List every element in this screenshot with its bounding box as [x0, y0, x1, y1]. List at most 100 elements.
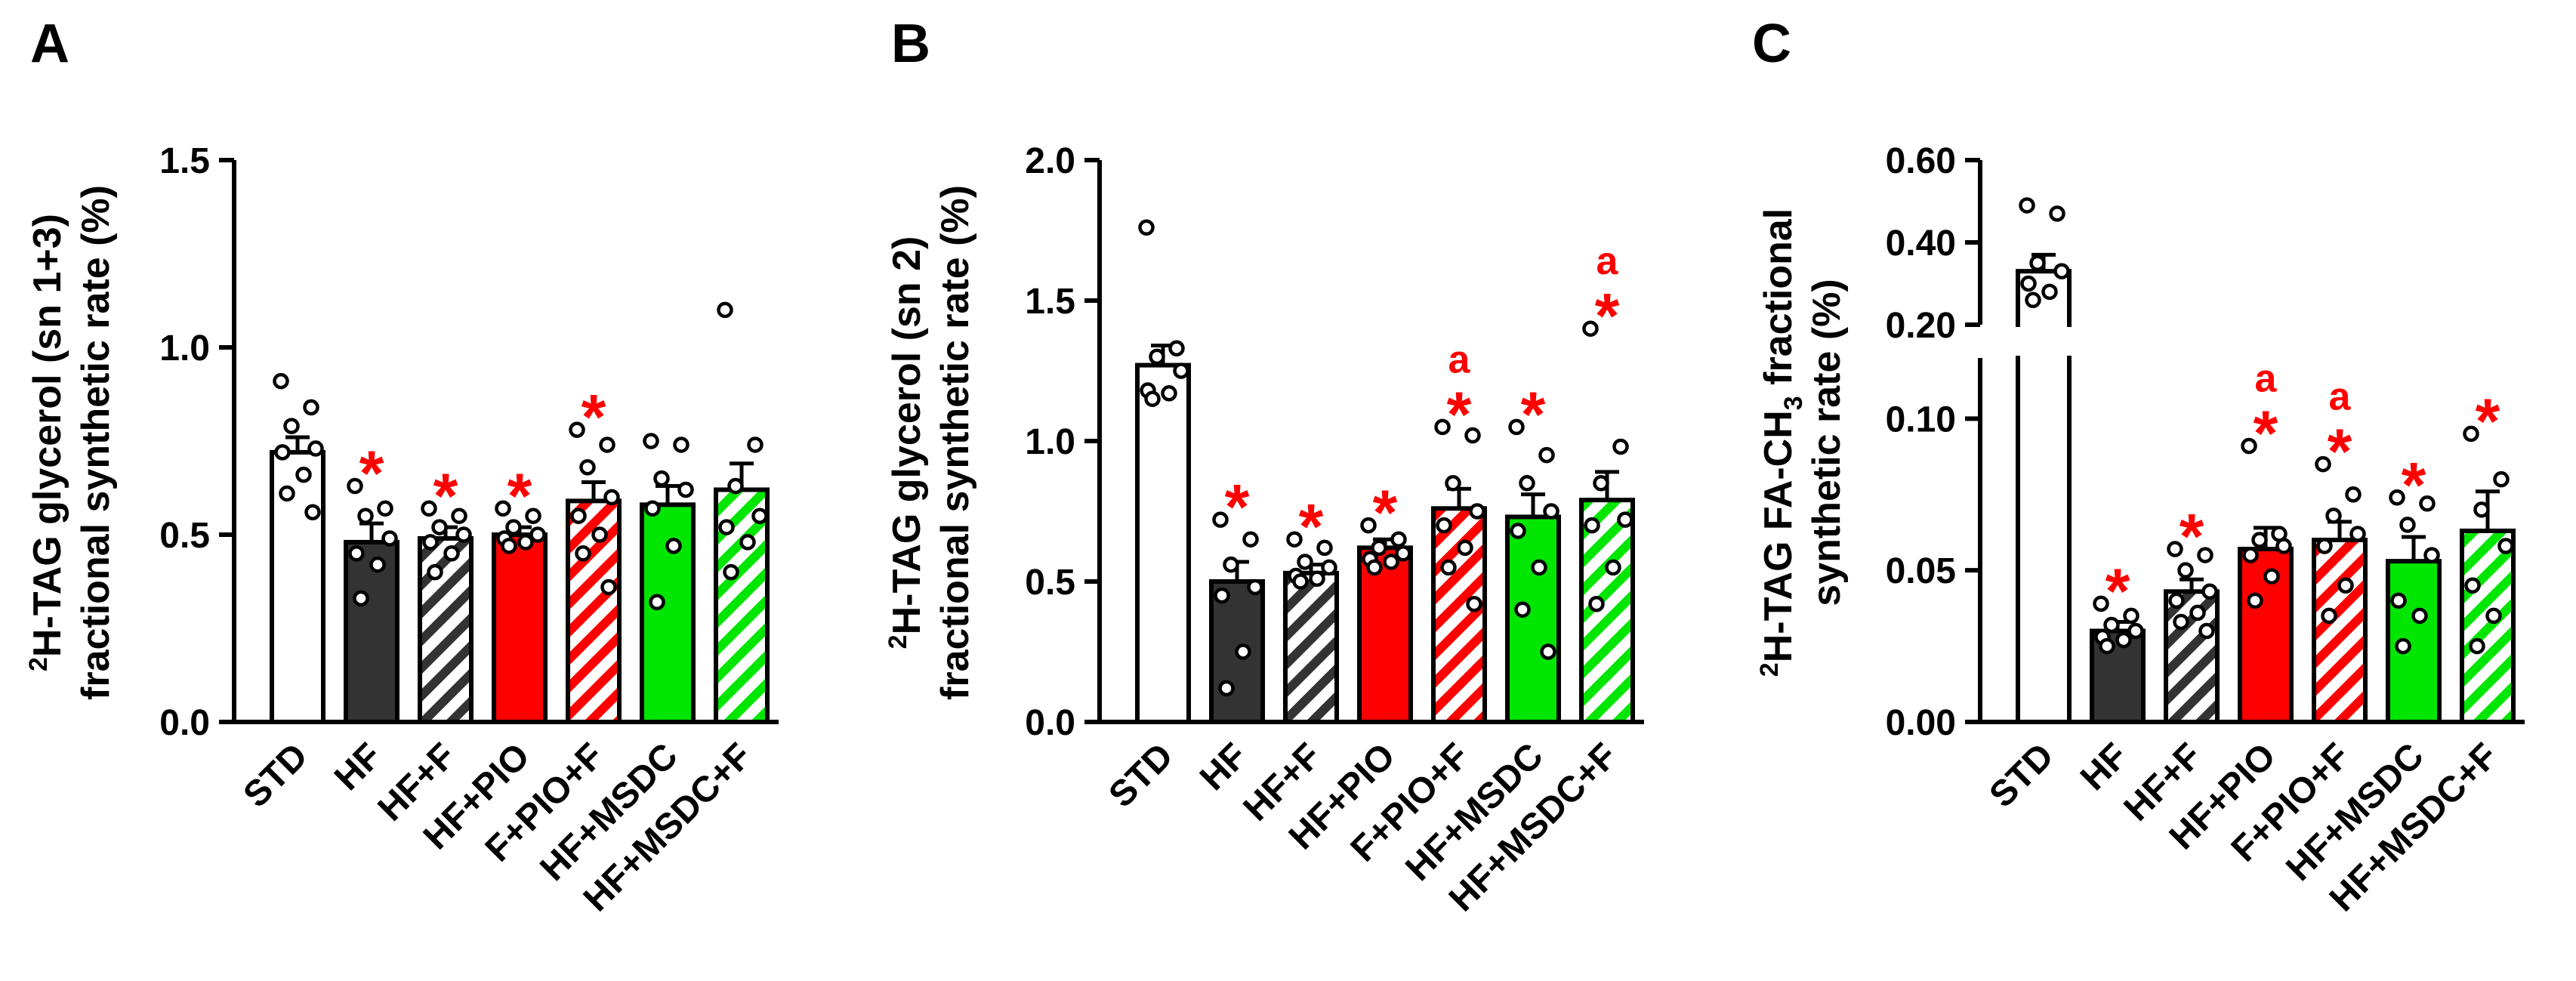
panel-a-data-point — [570, 507, 587, 524]
panel-a-x-tick-label: HF — [327, 736, 390, 798]
panel-b-data-point — [1321, 559, 1337, 576]
panel-b-data-point — [1588, 596, 1605, 612]
panel-b-data-point — [1212, 511, 1229, 528]
panel-b-bar — [1579, 498, 1635, 724]
panel-b-y-tick-label: 1.5 — [1025, 282, 1075, 322]
panel-a-ylabel-line1: H-TAG glycerol (sn 1+3) — [26, 214, 69, 657]
panel-b-data-point — [1508, 418, 1525, 436]
panel-c-y-lower-tick-label: 0.10 — [1886, 399, 1956, 440]
panel-a-data-point — [517, 534, 534, 551]
panel-b-bar-group: *a — [1579, 239, 1635, 724]
panel-b-bar — [1505, 514, 1561, 724]
panel-a-data-point — [529, 526, 546, 543]
panel-c-y-upper-tick-label: 0.60 — [1886, 141, 1956, 181]
panel-a-data-point — [501, 538, 517, 554]
panel-b-data-point — [1235, 643, 1251, 660]
panel-c-significance-star: * — [2328, 416, 2352, 487]
panel-a-data-point — [727, 477, 744, 495]
panel-b-bar — [1283, 570, 1339, 725]
panel-c-data-point — [2103, 616, 2120, 634]
panel-c-y-upper-tick-label: 0.40 — [1886, 224, 1956, 264]
svg-text:2H-TAG glycerol (sn 1+3): 2H-TAG glycerol (sn 1+3) — [24, 214, 69, 671]
panel-a-data-point — [673, 437, 690, 453]
panel-c-data-point — [2177, 562, 2194, 578]
panel-a-data-point — [751, 507, 768, 524]
panel-a-data-point — [747, 437, 764, 453]
panel-b-y-tick-label: 2.0 — [1025, 141, 1075, 181]
panel-c-bar-group: * — [2460, 385, 2516, 725]
panel-a-data-point — [431, 519, 448, 535]
panel-c-data-point — [2399, 517, 2416, 533]
panel-a-data-point — [644, 500, 661, 517]
panel-c-significance-star: * — [2106, 555, 2130, 626]
panel-a-data-point — [739, 534, 756, 551]
panel-c-significance-star: * — [2402, 449, 2426, 520]
panel-b-data-point — [1242, 531, 1259, 548]
panel-b-bar — [1357, 545, 1413, 724]
panel-c-ylabel-sup: 2 — [1755, 662, 1784, 677]
panel-b-data-point — [1540, 643, 1556, 660]
panel-b-bar-group — [1135, 219, 1191, 724]
panel-c-significance-star: * — [2180, 501, 2204, 572]
panel-a-bar-group: * — [566, 381, 622, 724]
panel-a-bar — [418, 535, 474, 725]
panel-b-significance-star: * — [1373, 477, 1398, 548]
panel-label-b: B — [891, 14, 930, 74]
panel-a-data-point — [579, 458, 596, 476]
panel-a-data-point — [347, 477, 363, 495]
svg-text:2H-TAG glycerol (sn 2): 2H-TAG glycerol (sn 2) — [884, 236, 929, 649]
panel-a-data-point — [427, 563, 443, 581]
panel-a-y-tick-label: 0.0 — [159, 703, 210, 743]
panel-a-bar-group: * — [344, 438, 400, 724]
panel-c-chart: 0.000.050.100.200.400.60STD*HF*HF+F*aHF+… — [1886, 141, 2525, 919]
panel-c-y-upper-tick-label: 0.20 — [1886, 306, 1956, 346]
plot-area: 0.00.51.01.5STD*HF*HF+F*HF+PIO*F+PIO+FHF… — [159, 141, 2525, 919]
panel-c-data-point — [2315, 455, 2331, 473]
panel-c-bar — [2460, 528, 2516, 725]
panel-b-data-point — [1593, 475, 1609, 492]
panel-c-bar — [2386, 559, 2442, 724]
panel-b-data-point — [1617, 511, 1634, 528]
panel-a-bar-group — [270, 372, 325, 724]
panel-a-bar — [640, 502, 696, 724]
panel-c-data-point — [2473, 501, 2490, 518]
panel-b-data-point — [1466, 596, 1482, 612]
panel-c-bar-lower — [2016, 356, 2072, 724]
panel-b-bar — [1431, 506, 1487, 725]
panel-a-significance-star: * — [507, 460, 532, 531]
panel-b-data-point — [1464, 427, 1481, 444]
panel-a-data-point — [665, 538, 682, 554]
panel-label-a: A — [30, 14, 69, 74]
panel-a-bar — [492, 532, 548, 724]
panel-b-data-point — [1390, 531, 1407, 548]
panel-c-bar — [2312, 538, 2368, 724]
panel-a-data-point — [273, 372, 289, 390]
panel-c-data-point — [2464, 577, 2481, 594]
panel-b-significance-star: * — [1521, 378, 1546, 449]
panel-b-data-point — [1309, 570, 1325, 588]
panel-c-bar-group — [2016, 197, 2072, 724]
panel-a-data-point — [295, 466, 312, 483]
panel-c-significance-letter: a — [2255, 356, 2278, 400]
panel-a-data-point — [717, 301, 733, 319]
panel-c-data-point — [2395, 637, 2411, 655]
panel-b-bar-group: *a — [1431, 338, 1487, 725]
panel-b-bar-group: * — [1505, 378, 1561, 724]
panel-b-data-point — [1297, 554, 1313, 570]
panel-b-data-point — [1149, 348, 1165, 366]
panel-a-data-point — [603, 489, 620, 506]
panel-c-data-point — [2173, 613, 2189, 631]
panel-b-ylabel: 2H-TAG glycerol (sn 2) fractional synthe… — [884, 185, 977, 700]
panel-b-chart: 0.00.51.01.52.0STD*HF*HF+F*HF+PIO*aF+PIO… — [1025, 141, 1644, 919]
panel-c-data-point — [2189, 604, 2206, 622]
panel-c-data-point — [2242, 547, 2259, 563]
panel-a-significance-star: * — [582, 381, 606, 452]
panel-b-data-point — [1436, 517, 1452, 534]
panel-a-data-point — [422, 534, 439, 551]
panel-b-ylabel-line2: fractional synthetic rate (%) — [933, 185, 977, 700]
panel-b-data-point — [1584, 517, 1600, 534]
panel-c-data-point — [2321, 607, 2337, 625]
panel-c-data-point — [2263, 568, 2280, 585]
panel-a-data-point — [575, 545, 591, 562]
